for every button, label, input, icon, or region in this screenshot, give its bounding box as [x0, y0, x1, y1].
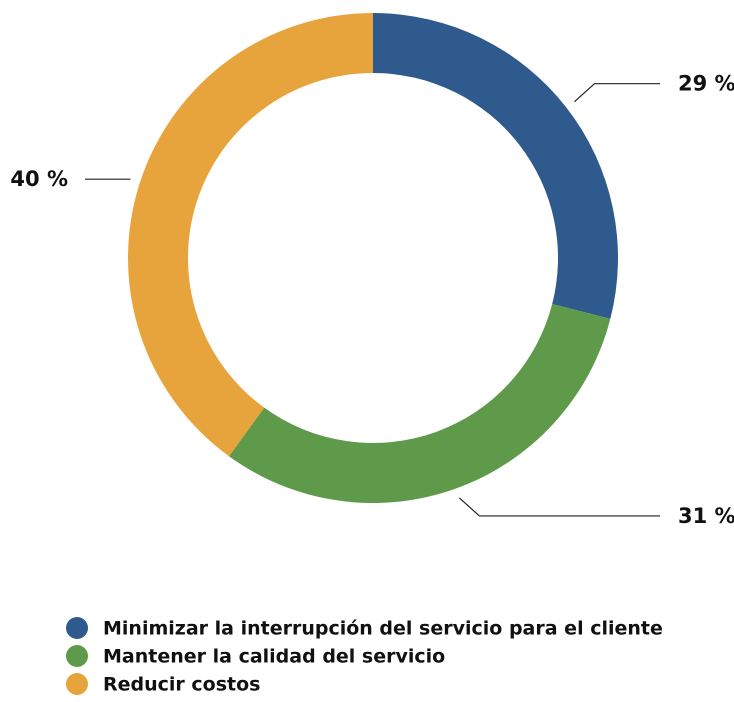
legend-label: Reducir costos [103, 674, 260, 696]
value-label: 31 % [678, 504, 734, 528]
legend-label: Minimizar la interrupción del servicio p… [103, 618, 663, 640]
legend-swatch [66, 645, 88, 667]
donut-slice [373, 13, 618, 319]
donut-slice [228, 304, 611, 503]
leader-line [458, 497, 660, 517]
donut-slice [128, 13, 373, 457]
legend-swatch [66, 617, 88, 639]
legend-label: Mantener la calidad del servicio [103, 646, 445, 668]
value-label: 40 % [10, 167, 68, 191]
leader-line [574, 83, 660, 103]
value-label: 29 % [678, 72, 734, 96]
legend-swatch [66, 673, 88, 695]
